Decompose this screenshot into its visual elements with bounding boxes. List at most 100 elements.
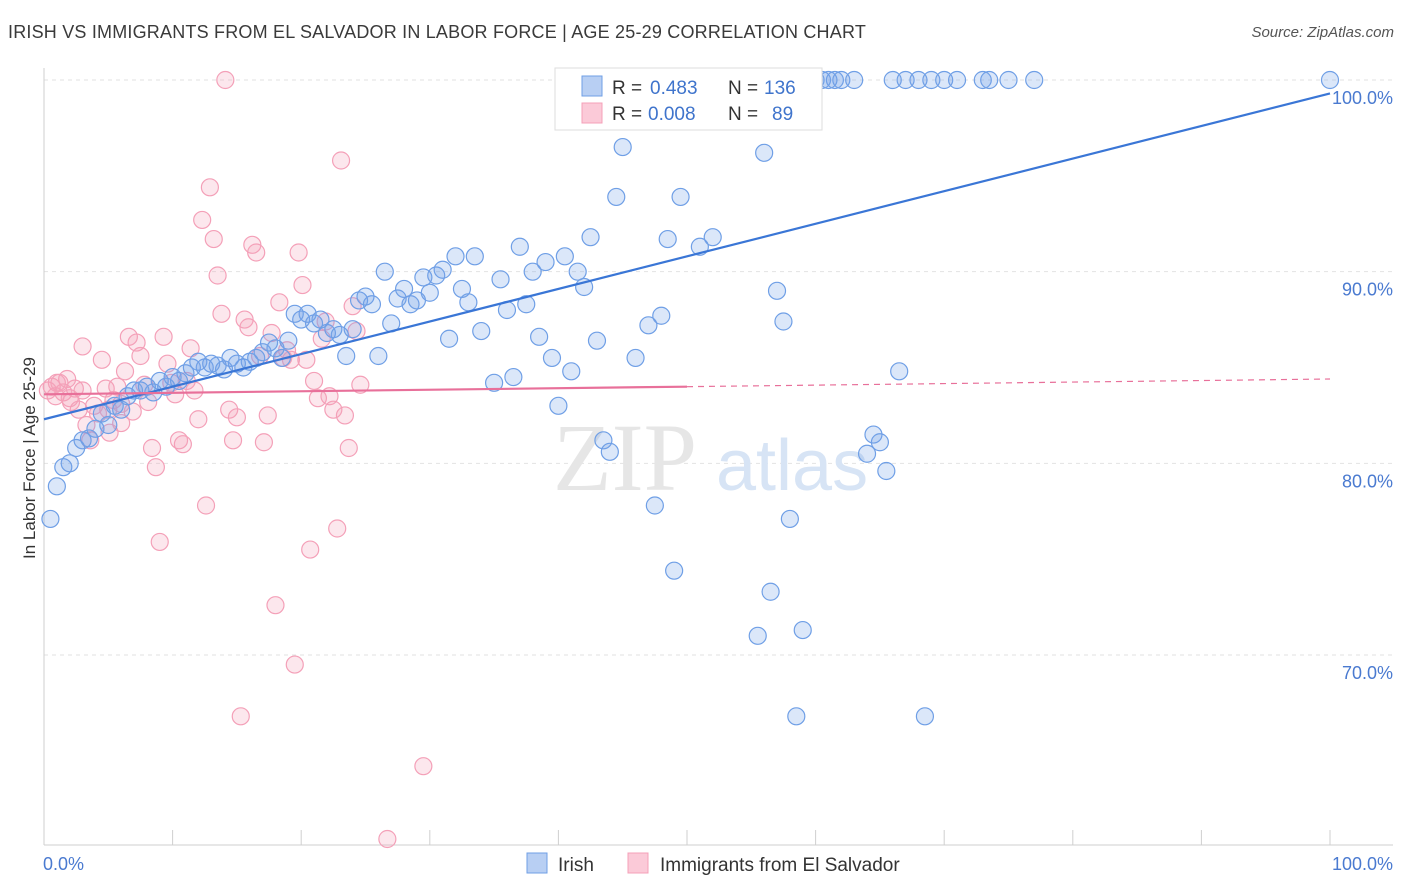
irish-point: [626, 348, 645, 368]
irish-point: [536, 252, 555, 272]
salvador-point: [189, 410, 208, 429]
salvador-trend-line: [43, 385, 688, 396]
salvador-point: [328, 519, 347, 538]
legend-n-value-salvador: 89: [772, 104, 793, 125]
irish-point: [896, 70, 915, 90]
irish-point: [877, 461, 896, 481]
salvador-point: [158, 354, 177, 373]
salvador-point: [324, 400, 343, 419]
axes: [43, 68, 1393, 846]
irish-point: [780, 509, 799, 529]
salvador-point: [131, 346, 150, 366]
series-salvador-points: [38, 70, 433, 849]
salvador-point: [301, 540, 320, 559]
irish-point: [555, 247, 574, 266]
salvador-point: [223, 431, 243, 450]
source-label: Source: ZipAtlas.com: [1251, 24, 1394, 41]
y-axis-label: In Labor Force | Age 25-29: [20, 357, 39, 559]
irish-point: [607, 187, 626, 207]
irish-point: [279, 331, 298, 350]
salvador-point: [270, 293, 289, 312]
salvador-point: [335, 406, 355, 425]
salvador-point: [142, 438, 162, 458]
salvador-point: [297, 350, 316, 369]
salvador-point: [181, 339, 200, 358]
irish-point: [465, 247, 484, 266]
series-legend: Irish Immigrants from El Salvador: [526, 852, 900, 876]
irish-point: [909, 70, 928, 90]
salvador-point: [115, 362, 135, 381]
irish-point: [652, 306, 671, 325]
irish-point: [980, 70, 999, 90]
irish-point: [671, 187, 690, 207]
bottom-legend-swatch-irish: [526, 852, 548, 874]
stats-legend: R = 0.483 N = 136 R = 0.008 N = 89: [554, 67, 823, 131]
salvador-point: [127, 333, 146, 352]
salvador-point: [289, 243, 308, 262]
salvador-point: [73, 337, 92, 356]
irish-point: [523, 262, 542, 281]
salvador-point: [414, 757, 433, 776]
irish-point: [870, 433, 890, 452]
irish-point: [439, 329, 459, 348]
irish-point: [973, 70, 992, 90]
irish-point: [568, 262, 587, 281]
salvador-point: [285, 655, 304, 674]
irish-point: [530, 327, 549, 346]
legend-r-label-salvador: R =: [612, 104, 642, 125]
irish-point: [999, 70, 1018, 90]
irish-point: [491, 270, 510, 289]
y-tick-label: 100.0%: [1332, 88, 1393, 108]
irish-point: [787, 707, 806, 726]
salvador-point: [92, 350, 111, 369]
irish-point: [935, 70, 954, 90]
watermark-zip: ZIP: [553, 404, 697, 511]
irish-point: [857, 444, 877, 463]
irish-point: [510, 237, 529, 256]
irish-point: [375, 262, 394, 281]
legend-swatch-salvador: [581, 102, 603, 124]
irish-point: [639, 316, 658, 335]
legend-r-value-irish: 0.483: [650, 78, 698, 99]
salvador-point: [212, 304, 231, 323]
irish-point: [485, 373, 504, 392]
salvador-point: [339, 438, 358, 458]
irish-point: [761, 582, 780, 601]
salvador-point: [73, 381, 92, 400]
irish-point: [748, 626, 767, 645]
irish-point: [645, 496, 664, 515]
irish-point: [542, 348, 562, 368]
irish-point: [922, 70, 941, 90]
irish-point: [581, 228, 600, 247]
irish-point: [703, 228, 722, 247]
salvador-point: [216, 70, 235, 90]
salvador-trend-extension: [686, 378, 1331, 388]
irish-point: [472, 321, 491, 341]
salvador-point: [266, 596, 285, 615]
salvador-point: [58, 369, 77, 389]
salvador-point: [47, 373, 66, 392]
x-tick-label-max: 100.0%: [1332, 854, 1393, 874]
salvador-point: [378, 829, 397, 849]
irish-point: [767, 281, 787, 300]
irish-point: [459, 293, 478, 312]
irish-point: [658, 229, 677, 249]
salvador-point: [150, 532, 169, 552]
salvador-point: [193, 210, 212, 230]
salvador-point: [227, 408, 246, 427]
watermark-atlas: atlas: [716, 426, 868, 506]
irish-point: [549, 396, 568, 415]
irish-point: [41, 509, 60, 529]
irish-point: [825, 70, 844, 90]
irish-point: [47, 477, 66, 496]
irish-point: [394, 279, 414, 299]
x-tick-labels: 0.0% 100.0%: [43, 854, 1393, 874]
salvador-point: [200, 178, 219, 197]
salvador-point: [258, 406, 277, 425]
irish-point: [883, 70, 902, 90]
irish-point: [343, 320, 362, 339]
x-tick-label-min: 0.0%: [43, 854, 84, 874]
y-tick-label: 90.0%: [1342, 280, 1393, 300]
salvador-point: [231, 707, 250, 726]
